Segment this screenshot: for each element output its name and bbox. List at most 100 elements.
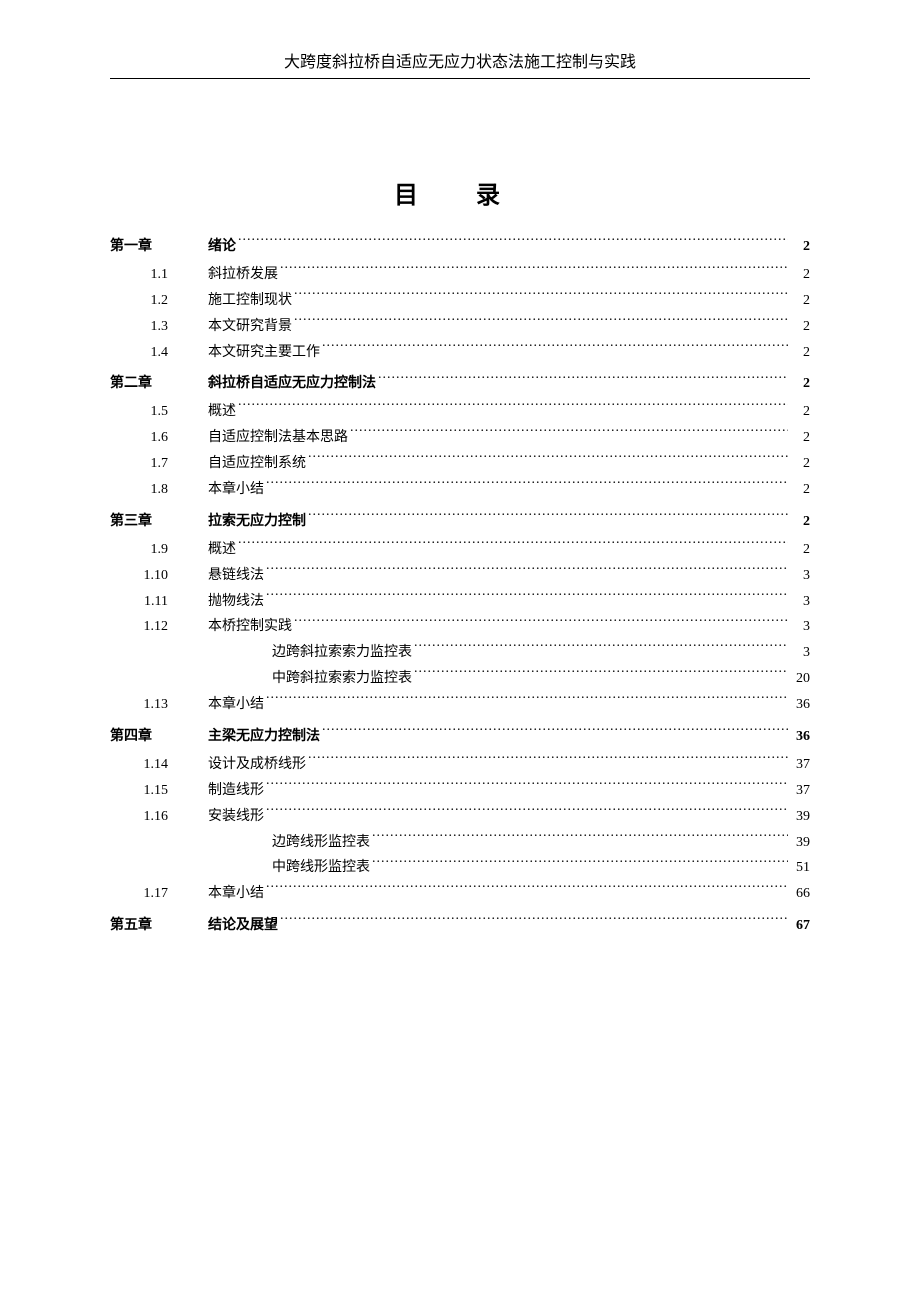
toc-label: 悬链线法 [208,563,264,589]
toc-section-num: 1.13 [110,692,208,718]
toc-title: 目 录 [0,175,920,210]
toc-entry: 1.3本文研究背景 2 [110,314,810,340]
toc-label: 本章小结 [208,692,264,718]
toc-page-number: 2 [790,537,810,563]
toc-dots [280,915,788,929]
toc-entry: 边跨线形监控表 39 [110,830,810,856]
header-underline [110,78,810,79]
toc-dots [280,264,788,278]
toc-entry: 边跨斜拉索索力监控表3 [110,640,810,666]
toc-dots [294,616,788,630]
toc-label: 主梁无应力控制法 [208,724,320,750]
toc-entry: 1.9概述2 [110,537,810,563]
toc-page-number: 2 [790,509,810,535]
toc-dots [238,539,788,553]
toc-page-number: 2 [790,288,810,314]
toc-entry: 中跨线形监控表51 [110,855,810,881]
toc-label: 抛物线法 [208,589,264,615]
toc-page-number: 39 [790,830,810,856]
toc-section-num: 1.17 [110,881,208,907]
toc-dots [238,236,788,250]
toc-page-number: 67 [790,913,810,939]
toc-entry: 中跨斜拉索索力监控表20 [110,666,810,692]
toc-page-number: 36 [790,724,810,750]
toc-entry: 1.12本桥控制实践 3 [110,614,810,640]
toc-page-number: 2 [790,314,810,340]
toc-page-number: 51 [790,855,810,881]
toc-page-number: 2 [790,234,810,260]
toc-label: 本文研究主要工作 [208,340,320,366]
toc-label: 拉索无应力控制 [208,509,306,535]
toc-dots [294,290,788,304]
toc-label: 设计及成桥线形 [208,752,306,778]
toc-entry: 1.4本文研究主要工作2 [110,340,810,366]
toc-page-number: 2 [790,371,810,397]
toc-chapter-num: 第三章 [110,509,208,535]
toc-entry: 1.17本章小结 66 [110,881,810,907]
toc-dots [308,453,788,467]
toc-entry: 1.13本章小结 36 [110,692,810,718]
toc-page-number: 37 [790,752,810,778]
toc-page-number: 2 [790,340,810,366]
toc-label: 安装线形 [208,804,264,830]
toc-entry: 1.1斜拉桥发展 2 [110,262,810,288]
toc-dots [414,642,788,656]
toc-entry: 1.16安装线形 39 [110,804,810,830]
toc-page-number: 37 [790,778,810,804]
toc-label: 边跨线形监控表 [272,830,370,856]
toc-entry: 1.8本章小结2 [110,477,810,503]
toc-page-number: 66 [790,881,810,907]
toc-entry: 1.6自适应控制法基本思路2 [110,425,810,451]
toc-entry: 第三章拉索无应力控制 2 [110,509,810,535]
toc-label: 中跨斜拉索索力监控表 [272,666,412,692]
toc-entry: 第四章主梁无应力控制法36 [110,724,810,750]
toc-page-number: 3 [790,563,810,589]
toc-page-number: 36 [790,692,810,718]
toc-page-number: 39 [790,804,810,830]
toc-label: 边跨斜拉索索力监控表 [272,640,412,666]
toc-entry: 第五章结论及展望67 [110,913,810,939]
toc-label: 本文研究背景 [208,314,292,340]
toc-dots [308,754,788,768]
toc-section-num: 1.6 [110,425,208,451]
toc-dots [414,668,788,682]
toc-label: 本章小结 [208,477,264,503]
toc-section-num: 1.7 [110,451,208,477]
toc-dots [322,726,788,740]
toc-label: 本章小结 [208,881,264,907]
toc-label: 概述 [208,399,236,425]
toc-section-num: 1.5 [110,399,208,425]
toc-label: 施工控制现状 [208,288,292,314]
toc-section-num: 1.12 [110,614,208,640]
toc-page-number: 2 [790,262,810,288]
toc-section-num: 1.11 [110,589,208,615]
toc-entry: 1.14设计及成桥线形37 [110,752,810,778]
toc-dots [266,806,788,820]
toc-dots [266,694,788,708]
toc-label: 自适应控制系统 [208,451,306,477]
document-header-title: 大跨度斜拉桥自适应无应力状态法施工控制与实践 [0,0,920,72]
toc-section-num: 1.16 [110,804,208,830]
toc-page-number: 2 [790,451,810,477]
toc-section-num: 1.3 [110,314,208,340]
toc-label: 本桥控制实践 [208,614,292,640]
toc-section-num: 1.1 [110,262,208,288]
toc-dots [266,591,788,605]
toc-dots [372,857,788,871]
toc-dots [238,401,788,415]
toc-label: 绪论 [208,234,236,260]
toc-dots [350,427,788,441]
toc-chapter-num: 第五章 [110,913,208,939]
toc-container: 第一章绪论21.1斜拉桥发展21.2施工控制现状21.3本文研究背景21.4本文… [110,234,810,939]
toc-dots [308,511,788,525]
toc-section-num: 1.10 [110,563,208,589]
toc-section-num: 1.2 [110,288,208,314]
toc-dots [266,479,788,493]
toc-dots [266,883,788,897]
toc-label: 斜拉桥发展 [208,262,278,288]
toc-entry: 1.15制造线形37 [110,778,810,804]
toc-section-num: 1.9 [110,537,208,563]
toc-dots [294,316,788,330]
toc-page-number: 3 [790,614,810,640]
toc-page-number: 2 [790,425,810,451]
